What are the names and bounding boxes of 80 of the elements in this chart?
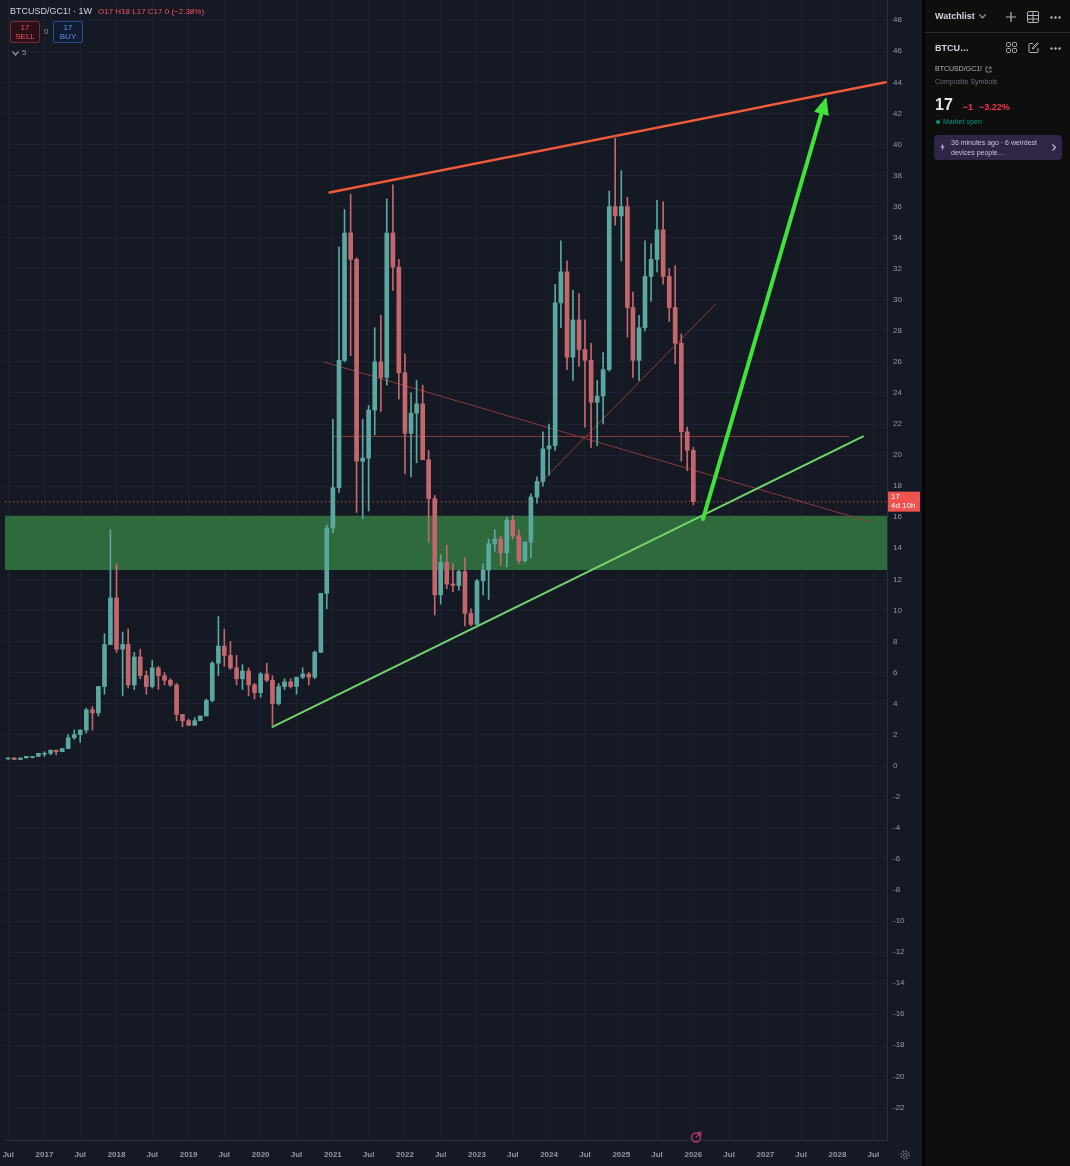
- x-tick-label: Jul: [362, 1150, 375, 1159]
- x-tick-label: 2023: [468, 1150, 487, 1159]
- annotation: 17: [20, 23, 30, 32]
- x-tick-label: Jul: [290, 1150, 303, 1159]
- x-tick-label: 2021: [323, 1150, 343, 1159]
- x-tick-label: 2025: [612, 1150, 631, 1159]
- candlestick: [11, 757, 17, 760]
- x-tick-label: Jul: [795, 1150, 807, 1159]
- y-tick-label: 36: [893, 201, 903, 211]
- y-tick-label: -10: [893, 916, 906, 926]
- annotation: 0: [44, 27, 49, 36]
- y-tick-label: 30: [893, 294, 903, 304]
- annotation: 17: [63, 23, 73, 32]
- y-tick-label: 0: [893, 760, 898, 770]
- x-tick-label: Jul: [2, 1150, 14, 1159]
- x-tick-label: 2022: [396, 1150, 415, 1159]
- y-tick-label: 46: [893, 46, 903, 56]
- y-tick-label: 34: [893, 232, 903, 242]
- x-tick-label: Jul: [506, 1150, 519, 1159]
- annotation: SELL: [15, 32, 35, 41]
- candlestick: [5, 757, 11, 760]
- annotation: O17 H18 L17 C17 0 (−2.38%): [98, 6, 205, 17]
- y-tick-label: 20: [893, 450, 903, 460]
- y-tick-label: -22: [893, 1102, 906, 1112]
- x-tick-label: Jul: [74, 1150, 86, 1159]
- y-tick-label: -18: [893, 1040, 906, 1050]
- y-tick-label: 38: [893, 170, 903, 180]
- x-tick-label: Jul: [146, 1150, 159, 1159]
- y-tick-label: -14: [893, 978, 906, 988]
- y-tick-label: 14: [893, 543, 903, 553]
- x-tick-label: Jul: [651, 1150, 663, 1159]
- x-tick-label: 2026: [684, 1150, 703, 1159]
- ref-line-label: 17: [891, 492, 901, 502]
- x-tick-label: Jul: [579, 1150, 591, 1159]
- x-tick-label: 2018: [107, 1150, 126, 1159]
- y-tick-label: 6: [893, 667, 898, 677]
- y-tick-label: 18: [893, 481, 903, 491]
- buy-button: 17 BUY: [53, 21, 83, 43]
- y-tick-label: 24: [893, 388, 903, 398]
- y-tick-label: 42: [893, 108, 903, 118]
- x-tick-label: Jul: [867, 1150, 880, 1159]
- y-tick-label: 12: [893, 574, 903, 584]
- y-tick-label: 48: [893, 15, 903, 25]
- annotation: BUY: [59, 32, 77, 41]
- y-tick-label: 28: [893, 326, 903, 336]
- y-tick-label: 10: [893, 605, 903, 615]
- x-tick-label: 2028: [828, 1150, 847, 1159]
- y-tick-label: 22: [893, 419, 903, 429]
- y-tick-label: -4: [893, 823, 901, 833]
- x-tick-label: Jul: [434, 1150, 447, 1159]
- text: 17: [935, 96, 953, 114]
- y-tick-label: -8: [893, 885, 901, 895]
- x-tick-label: 2027: [756, 1150, 775, 1159]
- x-tick-label: 2019: [179, 1150, 199, 1159]
- x-tick-label: 2020: [251, 1150, 271, 1159]
- y-tick-label: -20: [893, 1071, 906, 1081]
- x-tick-label: Jul: [218, 1150, 231, 1159]
- text: Watchlist: [935, 11, 975, 22]
- y-tick-label: 32: [893, 263, 903, 273]
- x-tick-label: Jul: [723, 1150, 735, 1159]
- y-tick-label: 16: [893, 512, 903, 522]
- sell-button: 17 SELL: [10, 21, 40, 43]
- y-tick-label: 8: [893, 636, 898, 646]
- y-tick-label: -2: [893, 791, 901, 801]
- text: −1: [962, 102, 974, 113]
- text: −3.22%: [979, 102, 1010, 113]
- y-tick-label: -6: [893, 854, 901, 864]
- y-tick-label: 4: [893, 698, 898, 708]
- annotation: 4d 10h: [891, 501, 916, 511]
- y-tick-label: -12: [893, 947, 906, 957]
- y-tick-label: -16: [893, 1009, 906, 1019]
- text: BTCU…: [935, 43, 969, 54]
- text: BTCUSD/GC1! · 1W: [10, 6, 93, 17]
- x-tick-label: 2017: [35, 1150, 54, 1159]
- y-tick-label: 40: [893, 139, 903, 149]
- annotation: 5: [22, 48, 27, 58]
- x-tick-label: 2024: [540, 1150, 559, 1159]
- y-tick-label: 26: [893, 357, 903, 367]
- y-tick-label: 44: [893, 77, 903, 87]
- y-tick-label: 2: [893, 729, 898, 739]
